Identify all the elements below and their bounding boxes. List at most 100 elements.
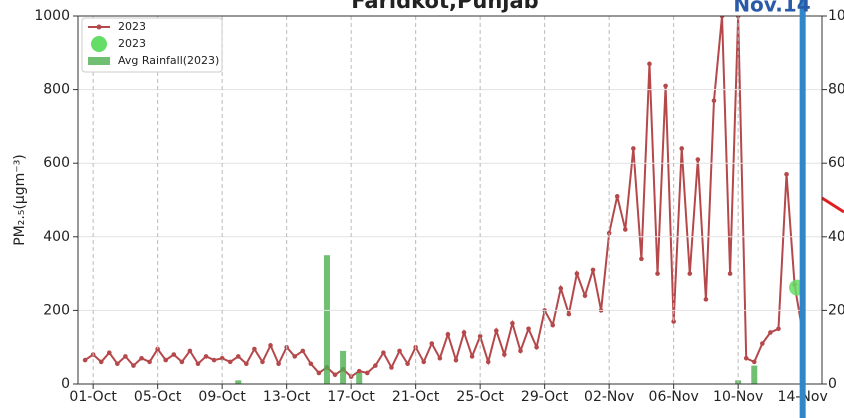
point bbox=[300, 348, 306, 354]
point bbox=[445, 332, 451, 337]
point bbox=[187, 348, 193, 354]
legend-label: 2023 bbox=[118, 20, 146, 33]
point bbox=[260, 359, 265, 365]
y-tick-label: 0 bbox=[61, 376, 70, 392]
y2-tick-label: 0 bbox=[828, 376, 837, 392]
x-tick-label: 09-Oct bbox=[198, 389, 246, 405]
point bbox=[252, 346, 257, 352]
point bbox=[332, 372, 338, 378]
point bbox=[276, 361, 281, 367]
point bbox=[82, 357, 88, 363]
legend-label: Avg Rainfall(2023) bbox=[118, 54, 219, 67]
point bbox=[421, 359, 427, 365]
point bbox=[639, 256, 644, 262]
x-tick-label: 05-Oct bbox=[134, 389, 182, 405]
point bbox=[292, 354, 298, 359]
point bbox=[155, 346, 160, 352]
point bbox=[147, 359, 152, 365]
point bbox=[429, 341, 435, 346]
point bbox=[461, 330, 467, 335]
y2-tick-label: 80 bbox=[828, 82, 844, 98]
point bbox=[381, 350, 386, 356]
point bbox=[526, 326, 531, 332]
y2-tick-label: 40 bbox=[828, 229, 844, 245]
point bbox=[163, 357, 169, 363]
point bbox=[671, 319, 676, 324]
point bbox=[106, 350, 112, 356]
point bbox=[179, 359, 185, 365]
point bbox=[211, 357, 217, 363]
point bbox=[550, 322, 556, 328]
bar bbox=[323, 255, 330, 384]
point bbox=[614, 194, 620, 199]
legend-box bbox=[81, 17, 223, 73]
bar bbox=[356, 372, 363, 384]
point bbox=[776, 326, 781, 332]
point bbox=[574, 271, 580, 276]
point bbox=[768, 330, 773, 335]
y-tick-label: 200 bbox=[43, 302, 70, 318]
point bbox=[760, 341, 765, 346]
chart-title: Faridkot,Punjab bbox=[351, 0, 538, 13]
x-tick-label: 13-Oct bbox=[263, 389, 311, 405]
point bbox=[477, 333, 483, 339]
point bbox=[171, 352, 177, 357]
point bbox=[502, 352, 507, 357]
point bbox=[389, 365, 394, 370]
point bbox=[308, 361, 314, 367]
point bbox=[703, 297, 709, 302]
point bbox=[227, 359, 233, 365]
point bbox=[115, 361, 120, 367]
point bbox=[695, 157, 701, 162]
point bbox=[268, 343, 273, 348]
point bbox=[743, 355, 749, 361]
point bbox=[493, 328, 499, 333]
legend-swatch bbox=[96, 24, 102, 30]
y-tick-label: 800 bbox=[43, 82, 70, 98]
point bbox=[510, 320, 515, 326]
point bbox=[566, 311, 572, 317]
point bbox=[558, 286, 564, 291]
point bbox=[727, 271, 733, 276]
x-tick-label: 29-Oct bbox=[521, 389, 569, 405]
point bbox=[195, 361, 201, 367]
point bbox=[663, 83, 668, 89]
y2-tick-label: 60 bbox=[828, 155, 844, 171]
point bbox=[590, 267, 596, 273]
point bbox=[655, 271, 660, 276]
point bbox=[139, 355, 144, 361]
legend-swatch bbox=[88, 57, 110, 65]
point bbox=[123, 354, 128, 359]
point bbox=[784, 171, 789, 177]
x-tick-label: 01-Oct bbox=[69, 389, 117, 405]
point bbox=[687, 271, 693, 276]
point bbox=[582, 293, 588, 298]
y-tick-label: 1000 bbox=[34, 8, 70, 24]
point bbox=[405, 361, 410, 367]
x-tick-label: 21-Oct bbox=[392, 389, 440, 405]
point bbox=[397, 348, 402, 354]
plot-frame bbox=[77, 15, 823, 385]
point bbox=[751, 359, 757, 365]
bar bbox=[751, 365, 758, 384]
x-tick-label: 02-Nov bbox=[584, 389, 634, 405]
point bbox=[518, 348, 523, 354]
point bbox=[98, 359, 104, 365]
point bbox=[364, 370, 370, 376]
legend: 2023 2023 Avg Rainfall(2023) bbox=[81, 17, 223, 73]
point bbox=[719, 16, 725, 19]
point bbox=[219, 355, 225, 361]
y-tick-label: 400 bbox=[43, 229, 70, 245]
point bbox=[534, 344, 539, 350]
annotation-arrow bbox=[821, 196, 844, 214]
point bbox=[437, 355, 443, 361]
point bbox=[711, 98, 717, 103]
y-tick-label: 600 bbox=[43, 155, 70, 171]
point bbox=[373, 363, 378, 368]
legend-label: 2023 bbox=[118, 37, 146, 50]
y2-tick-label: 100 bbox=[828, 8, 844, 24]
point bbox=[647, 61, 652, 67]
legend-swatch bbox=[91, 36, 107, 52]
annotation-label: Nov.14 bbox=[733, 0, 810, 17]
